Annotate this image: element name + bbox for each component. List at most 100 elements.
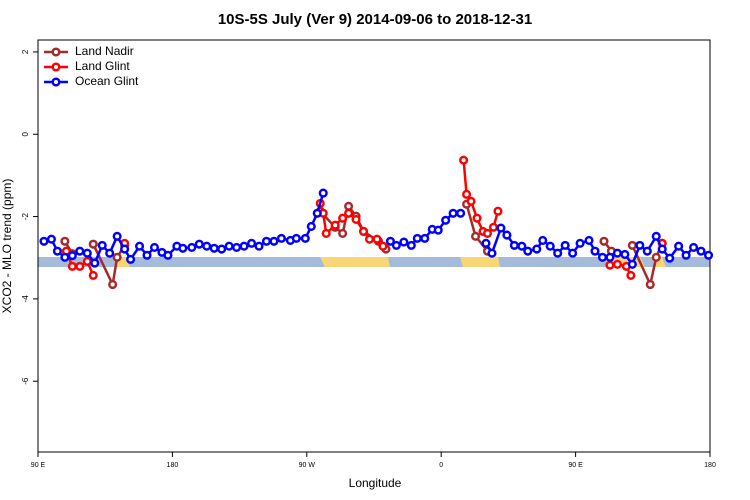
data-point (254, 241, 264, 251)
data-point (696, 246, 706, 256)
data-point (75, 246, 85, 256)
data-point (406, 240, 416, 250)
data-point (90, 258, 100, 268)
data-point (82, 248, 92, 258)
data-point (239, 241, 249, 251)
data-point (67, 251, 77, 261)
data-point (88, 270, 98, 280)
x-axis-label: Longitude (349, 476, 402, 490)
data-point (187, 242, 197, 252)
data-point (612, 259, 622, 269)
data-point (399, 237, 409, 247)
data-point (97, 240, 107, 250)
data-point (108, 279, 118, 290)
data-point (358, 226, 369, 236)
data-point (134, 241, 145, 251)
data-point (232, 242, 242, 252)
x-tick-label: 180 (167, 462, 179, 469)
data-point (163, 250, 173, 260)
data-point (338, 228, 348, 238)
data-point (481, 238, 491, 248)
x-tick-label: 90 E (568, 462, 583, 469)
series (39, 188, 714, 269)
x-tick-label: 90 E (31, 462, 46, 469)
data-point (626, 270, 636, 280)
data-point (620, 249, 630, 259)
data-point (178, 243, 188, 253)
data-point (642, 246, 652, 256)
data-point (538, 235, 548, 245)
x-tick-label: 90 W (299, 462, 316, 469)
data-point (651, 252, 661, 262)
data-point (441, 215, 451, 225)
data-point (472, 213, 482, 223)
data-point (338, 213, 348, 223)
data-point (88, 239, 98, 249)
data-point (665, 253, 675, 263)
data-point (291, 233, 301, 243)
legend-label: Land Glint (75, 59, 130, 73)
data-point (112, 252, 122, 262)
data-point (448, 208, 458, 218)
data-point (433, 225, 443, 235)
data-point (605, 252, 615, 262)
y-tick-label: -2 (21, 212, 30, 220)
data-point (120, 244, 130, 254)
x-tick-label: 180 (704, 462, 716, 469)
data-point (590, 246, 600, 256)
data-point (612, 248, 622, 258)
data-point (344, 208, 354, 218)
x-tick-label: 0 (439, 462, 443, 469)
data-point (39, 236, 49, 246)
data-point (459, 155, 469, 165)
data-point (82, 256, 92, 266)
data-point (306, 221, 316, 231)
land-segment (460, 257, 500, 267)
data-point (689, 242, 699, 252)
legend-label: Land Nadir (75, 44, 134, 58)
data-point (75, 261, 85, 271)
data-point (509, 240, 519, 250)
data-point (194, 239, 204, 249)
data-point (105, 248, 115, 258)
chart-title: 10S-5S July (Ver 9) 2014-09-06 to 2018-1… (218, 11, 532, 28)
data-point (391, 240, 401, 250)
legend-swatch-point (51, 47, 61, 57)
legend-swatch-point (51, 62, 61, 72)
y-tick-label: 0 (21, 131, 30, 136)
data-point (584, 235, 594, 245)
data-point (378, 241, 388, 251)
data-point (487, 248, 497, 258)
data-point (52, 246, 62, 256)
data-point (657, 244, 667, 254)
data-point (142, 250, 152, 260)
data-point (261, 236, 272, 246)
data-point (651, 231, 661, 241)
data-point (209, 243, 219, 253)
data-point (488, 222, 499, 232)
plot-frame (37, 39, 711, 453)
data-point (420, 233, 430, 243)
data-point (269, 236, 279, 246)
data-point (246, 238, 257, 248)
data-point (276, 233, 286, 243)
data-point (330, 220, 340, 230)
data-point (496, 223, 506, 233)
data-point (351, 214, 361, 225)
data-point (597, 252, 608, 262)
data-point (412, 233, 422, 243)
legend-label: Ocean Glint (75, 74, 139, 88)
land-segment (320, 257, 390, 267)
data-point (575, 238, 585, 248)
y-tick-label: -4 (21, 295, 30, 303)
data-point (456, 208, 466, 218)
data-point (482, 228, 493, 238)
data-point (560, 240, 570, 250)
data-point (224, 241, 234, 251)
data-point (523, 246, 533, 256)
data-point (385, 236, 395, 246)
data-point (627, 240, 637, 250)
data-point (568, 248, 578, 258)
data-point (605, 260, 615, 270)
y-axis-label: XCO2 - MLO trend (ppm) (0, 179, 14, 314)
